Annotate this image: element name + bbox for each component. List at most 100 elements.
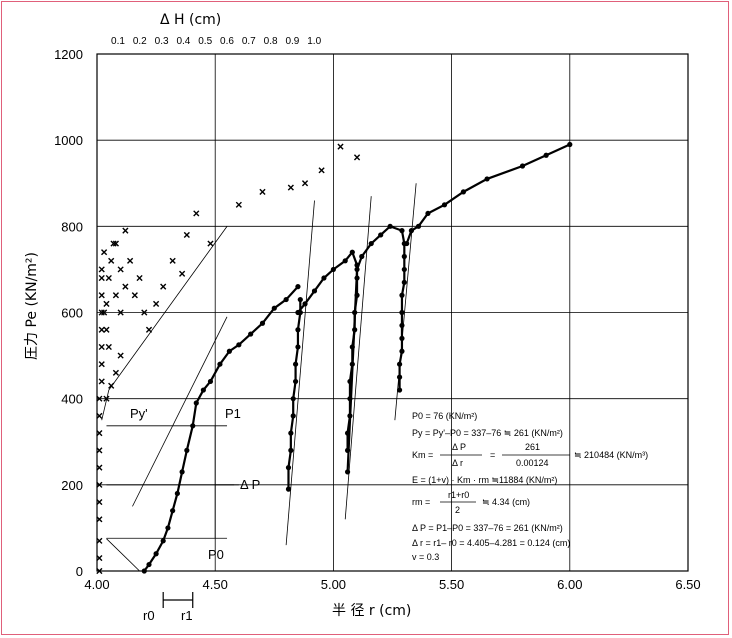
x-marker-stroke — [337, 143, 344, 150]
top-tick-label: 0.7 — [242, 36, 256, 47]
data-point — [288, 430, 294, 436]
data-point — [295, 327, 301, 333]
data-point — [342, 258, 348, 264]
x-marker-stroke — [103, 395, 110, 402]
delta-p-label: Δ P — [240, 477, 260, 492]
x-marker-stroke — [98, 361, 105, 368]
top-tick-label: 0.9 — [285, 36, 299, 47]
eq-delta-p: Δ P = P1–P0 = 337–76 = 261 (KN/m²) — [412, 523, 563, 533]
x-marker — [110, 240, 117, 247]
data-point — [401, 266, 407, 273]
data-point — [193, 400, 199, 406]
x-marker — [112, 240, 120, 247]
data-point — [378, 232, 384, 238]
data-point — [344, 430, 351, 436]
x-marker-stroke — [96, 395, 103, 402]
data-series — [96, 141, 573, 575]
data-point — [399, 228, 405, 234]
data-point — [399, 292, 405, 298]
x-marker — [117, 352, 124, 359]
x-marker-stroke — [179, 270, 186, 277]
top-tick-label: 0.3 — [155, 36, 169, 47]
x-marker-stroke — [207, 240, 214, 247]
x-marker — [103, 395, 110, 402]
x-marker-stroke — [96, 554, 103, 562]
data-point — [290, 413, 296, 419]
x-marker-stroke — [96, 481, 103, 488]
x-marker — [96, 412, 103, 419]
x-marker — [96, 481, 103, 488]
data-point — [330, 266, 336, 273]
y-tick-label: 200 — [61, 478, 83, 493]
data-point — [184, 447, 190, 453]
eq-km-num2: 261 — [525, 442, 540, 452]
eq-rm-den: 2 — [455, 505, 460, 515]
x-marker-stroke — [193, 210, 200, 217]
x-marker-stroke — [105, 343, 112, 351]
x-marker — [145, 326, 153, 333]
x-marker-stroke — [122, 227, 129, 234]
data-point — [368, 240, 374, 247]
x-marker — [96, 516, 103, 523]
y-tick-label: 400 — [61, 392, 83, 407]
x-marker-stroke — [169, 257, 176, 264]
x-marker-stroke — [235, 201, 242, 208]
data-point — [484, 176, 490, 182]
data-point — [354, 266, 360, 273]
eq-km-num1: Δ P — [452, 442, 466, 452]
top-tick-label: 0.5 — [198, 36, 212, 47]
x-marker-stroke — [105, 274, 112, 282]
data-point — [396, 361, 403, 367]
x-marker — [112, 369, 120, 376]
x-marker — [183, 231, 190, 239]
data-point — [295, 344, 301, 350]
x-marker-stroke — [153, 300, 160, 307]
x-marker — [100, 249, 108, 256]
x-marker — [136, 274, 143, 282]
x-marker-stroke — [183, 231, 190, 239]
data-point — [292, 378, 299, 385]
data-point — [179, 469, 185, 475]
grid — [96, 53, 689, 572]
data-point — [170, 508, 176, 514]
data-point — [146, 561, 152, 568]
data-point — [217, 361, 223, 367]
x-marker-stroke — [127, 257, 134, 264]
data-point — [347, 378, 353, 385]
x-marker-stroke — [96, 516, 103, 523]
x-marker-stroke — [100, 249, 108, 256]
x-tick-label: 6.00 — [557, 577, 582, 592]
x-marker — [117, 266, 124, 273]
x-marker-stroke — [353, 154, 361, 161]
data-point — [311, 288, 318, 294]
x-tick-label: 4.50 — [203, 577, 228, 592]
x-tick-label: 4.00 — [84, 577, 109, 592]
x-marker — [103, 326, 110, 333]
data-point — [295, 309, 301, 316]
axes: 4.00 4.50 5.00 5.50 6.00 6.50 0 200 400 600 800 100… — [54, 36, 701, 592]
eq-km-eq: = — [490, 450, 495, 460]
x-marker-stroke — [145, 326, 153, 333]
data-point — [295, 284, 301, 290]
p0-label: P0 — [208, 547, 224, 562]
data-point — [207, 378, 214, 385]
data-point — [354, 262, 360, 268]
r1-label: r1 — [181, 608, 193, 623]
x-marker-stroke — [96, 412, 103, 419]
x-marker-stroke — [103, 326, 110, 333]
top-tick-label: 0.1 — [111, 36, 125, 47]
x-marker — [318, 167, 325, 174]
data-point — [297, 296, 303, 303]
data-point — [200, 387, 206, 393]
x-marker — [117, 309, 124, 316]
x-marker-stroke — [100, 309, 108, 316]
x-marker — [105, 274, 112, 282]
x-marker-stroke — [131, 292, 138, 299]
x-marker-stroke — [98, 309, 105, 316]
x-marker-stroke — [108, 257, 115, 264]
x-marker — [235, 201, 242, 208]
x-marker-stroke — [117, 266, 124, 273]
data-point — [396, 387, 403, 393]
x-marker — [141, 309, 148, 316]
